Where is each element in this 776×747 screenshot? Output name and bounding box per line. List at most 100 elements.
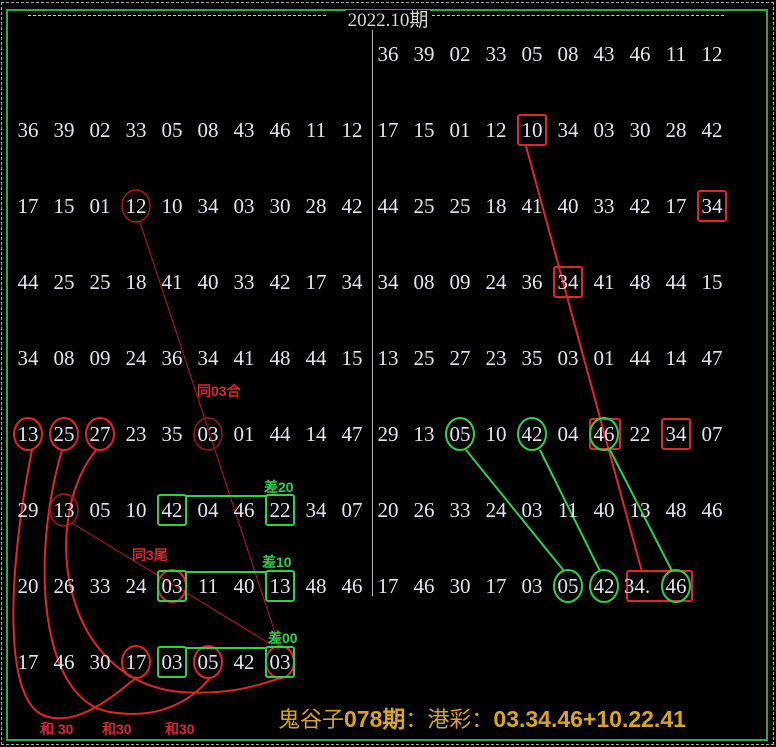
- number-cell: 33: [89, 574, 111, 598]
- number-cell: 17: [665, 194, 687, 218]
- number-cell: 35: [521, 346, 543, 370]
- number-cell: 43: [233, 118, 255, 142]
- number-cell: 13: [629, 498, 651, 522]
- number-cell: 04: [197, 498, 219, 522]
- title-dash-right: [412, 15, 724, 16]
- number-cell: 17: [377, 118, 399, 142]
- number-cell: 46: [269, 118, 291, 142]
- number-cell: 25: [53, 422, 75, 446]
- number-cell: 33: [449, 498, 471, 522]
- circle-mark: [589, 569, 619, 603]
- number-cell: 02: [449, 42, 471, 66]
- connector-line: [465, 449, 565, 572]
- number-cell: 24: [125, 346, 147, 370]
- label-sum-30: 和30: [102, 721, 132, 737]
- number-cell: 03: [161, 574, 183, 598]
- number-cell: 03: [593, 118, 615, 142]
- number-cell: 33: [485, 42, 507, 66]
- number-cell: 07: [701, 422, 723, 446]
- number-cell: 46: [233, 498, 255, 522]
- footer-issue: 078期: [344, 706, 406, 732]
- number-cell: 03: [269, 650, 291, 674]
- circle-mark: [121, 189, 151, 223]
- number-cell: 44: [665, 270, 687, 294]
- number-cell: 41: [521, 194, 543, 218]
- number-cell: 36: [377, 42, 399, 66]
- circle-mark: [193, 417, 223, 451]
- number-cell: 48: [665, 498, 687, 522]
- number-cell: 28: [305, 194, 327, 218]
- number-cell: 33: [233, 270, 255, 294]
- number-cell: 34: [305, 498, 327, 522]
- number-cell: 12: [125, 194, 147, 218]
- number-cell: 10: [161, 194, 183, 218]
- number-cell: 33: [593, 194, 615, 218]
- number-cell: 42: [233, 650, 255, 674]
- number-cell: 17: [17, 194, 39, 218]
- number-cell: 03: [233, 194, 255, 218]
- number-cell: 01: [89, 194, 111, 218]
- number-cell: 42: [341, 194, 363, 218]
- number-cell: 42: [593, 574, 615, 598]
- number-cell: 14: [665, 346, 687, 370]
- number-cell: 46: [665, 574, 687, 598]
- number-cell: 36: [17, 118, 39, 142]
- number-cell: 03: [521, 574, 543, 598]
- number-cell: 08: [197, 118, 219, 142]
- number-cell: 12: [485, 118, 507, 142]
- number-cell: 42: [269, 270, 291, 294]
- label-sum-30: 和 30: [40, 721, 74, 737]
- number-cell: 01: [593, 346, 615, 370]
- number-cell: 24: [485, 498, 507, 522]
- number-cell: 13: [413, 422, 435, 446]
- number-cell: 30: [269, 194, 291, 218]
- footer-middle: ：港彩：: [405, 708, 494, 733]
- number-cell: 25: [449, 194, 471, 218]
- circle-mark: [49, 493, 79, 527]
- box-mark: [265, 570, 295, 602]
- number-cell: 47: [341, 422, 363, 446]
- number-cell: 29: [17, 498, 39, 522]
- label-same-03-he: 同03合: [197, 383, 241, 399]
- number-cell: 34: [17, 346, 39, 370]
- number-cell: 05: [557, 574, 579, 598]
- number-cell: 44: [377, 194, 399, 218]
- box-mark: [661, 418, 691, 450]
- circle-mark: [445, 417, 475, 451]
- circle-mark: [13, 417, 43, 451]
- number-cell: 34: [377, 270, 399, 294]
- number-cell: 24: [125, 574, 147, 598]
- number-cell: 42: [701, 118, 723, 142]
- number-cell: 04: [557, 422, 579, 446]
- number-cell: 34: [557, 118, 579, 142]
- number-cell: 40: [593, 498, 615, 522]
- number-cell: 23: [485, 346, 507, 370]
- circle-mark: [121, 645, 151, 679]
- label-sum-30: 和30: [165, 721, 195, 737]
- number-cell: 13: [17, 422, 39, 446]
- number-cell: 02: [89, 118, 111, 142]
- number-cell: 10: [521, 118, 543, 142]
- number-cell: 17: [125, 650, 147, 674]
- number-cell: 44: [629, 346, 651, 370]
- curve-mark: [43, 449, 211, 715]
- box-mark: [626, 570, 693, 602]
- number-cell: 13: [377, 346, 399, 370]
- number-cell: 41: [233, 346, 255, 370]
- box-mark: [697, 190, 727, 222]
- number-cell: 44: [305, 346, 327, 370]
- number-cell: 34: [197, 194, 219, 218]
- label-diff-10: 差10: [262, 554, 292, 570]
- number-cell: 27: [449, 346, 471, 370]
- number-cell: 36: [161, 346, 183, 370]
- box-mark: [157, 494, 187, 526]
- footer-prediction: 鬼谷子078期：港彩：03.34.46+10.22.41: [278, 700, 686, 734]
- number-cell: 34: [557, 270, 579, 294]
- footer-prefix: 鬼谷子: [278, 708, 345, 733]
- number-cell: 11: [197, 574, 219, 598]
- number-cell: 36: [521, 270, 543, 294]
- number-cell: 22: [629, 422, 651, 446]
- box-mark: [157, 646, 187, 678]
- number-cell: 25: [89, 270, 111, 294]
- number-cell: 30: [89, 650, 111, 674]
